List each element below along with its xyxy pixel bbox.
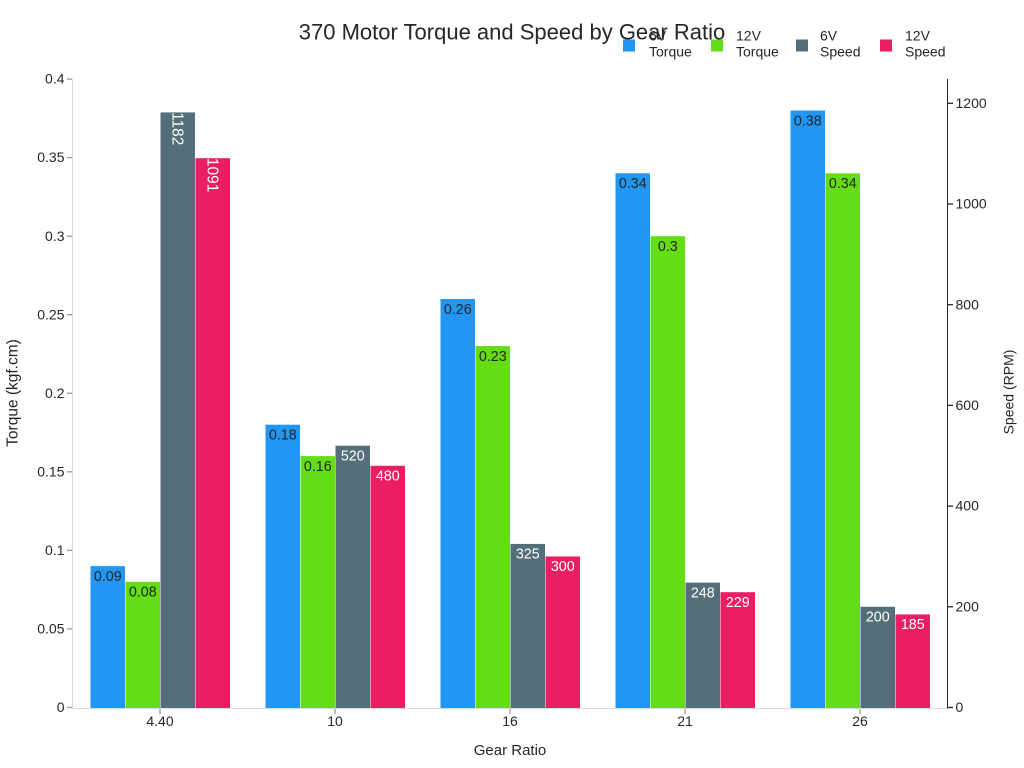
svg-text:0.3: 0.3: [45, 228, 65, 244]
svg-text:Torque: Torque: [649, 44, 692, 60]
svg-text:Torque (kgf.cm): Torque (kgf.cm): [5, 339, 22, 447]
svg-text:1182: 1182: [169, 112, 186, 145]
svg-text:Speed: Speed: [820, 44, 860, 60]
svg-text:Gear Ratio: Gear Ratio: [474, 742, 547, 759]
svg-text:12V: 12V: [905, 28, 931, 44]
svg-text:0.16: 0.16: [304, 459, 332, 475]
svg-text:480: 480: [376, 469, 400, 485]
svg-text:800: 800: [956, 296, 980, 312]
svg-text:0.15: 0.15: [37, 463, 64, 479]
svg-text:325: 325: [516, 547, 540, 563]
svg-text:0.26: 0.26: [444, 302, 472, 318]
svg-text:0.34: 0.34: [829, 176, 857, 192]
svg-text:600: 600: [956, 397, 980, 413]
svg-text:0.05: 0.05: [37, 621, 64, 637]
svg-text:21: 21: [677, 713, 693, 729]
svg-text:1091: 1091: [204, 158, 221, 192]
svg-text:0.08: 0.08: [129, 585, 157, 601]
svg-text:0.4: 0.4: [45, 71, 65, 87]
svg-text:4.40: 4.40: [146, 713, 173, 729]
svg-text:6V: 6V: [820, 28, 838, 44]
svg-text:Speed (RPM): Speed (RPM): [1001, 350, 1017, 435]
svg-text:0.23: 0.23: [479, 349, 507, 365]
svg-text:0.1: 0.1: [45, 542, 65, 558]
svg-text:12V: 12V: [736, 28, 762, 44]
svg-text:520: 520: [341, 449, 365, 465]
svg-text:0.2: 0.2: [45, 385, 65, 401]
svg-text:185: 185: [901, 617, 925, 633]
svg-text:200: 200: [956, 598, 980, 614]
svg-text:248: 248: [691, 585, 715, 601]
svg-text:229: 229: [726, 595, 750, 611]
svg-text:0.25: 0.25: [37, 306, 64, 322]
svg-text:10: 10: [327, 713, 343, 729]
svg-text:0.35: 0.35: [37, 149, 64, 165]
svg-text:1000: 1000: [956, 196, 987, 212]
svg-text:6V: 6V: [649, 28, 667, 44]
svg-text:1200: 1200: [956, 95, 987, 111]
svg-text:0.34: 0.34: [619, 176, 647, 192]
svg-text:400: 400: [956, 498, 980, 514]
svg-text:Torque: Torque: [736, 44, 779, 60]
svg-text:0.09: 0.09: [94, 569, 122, 585]
svg-text:0: 0: [956, 699, 964, 715]
svg-text:0.38: 0.38: [794, 113, 822, 129]
svg-text:0.3: 0.3: [658, 239, 678, 255]
svg-text:Speed: Speed: [905, 44, 945, 60]
svg-text:200: 200: [866, 610, 890, 626]
svg-text:0.18: 0.18: [269, 428, 297, 444]
svg-text:16: 16: [502, 713, 518, 729]
svg-text:26: 26: [852, 713, 868, 729]
svg-text:370 Motor Torque and Speed by: 370 Motor Torque and Speed by Gear Ratio: [299, 19, 725, 44]
svg-text:0: 0: [57, 699, 65, 715]
svg-text:300: 300: [551, 559, 575, 575]
